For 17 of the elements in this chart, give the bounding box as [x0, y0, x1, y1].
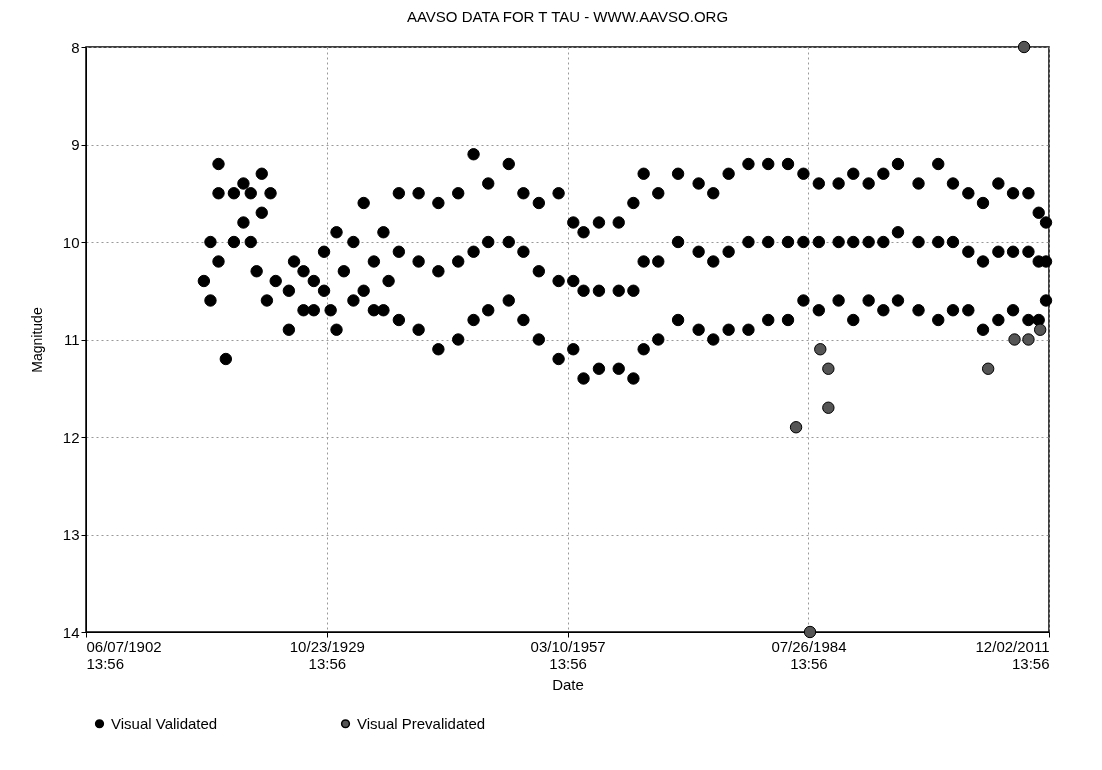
x-tick-label: 07/26/1984 13:56 — [771, 637, 847, 672]
x-tick-label: 03/10/1957 13:56 — [530, 637, 606, 672]
legend-label: Visual Prevalidated — [357, 714, 486, 732]
y-tick-label: 12 — [62, 428, 80, 446]
legend-label: Visual Validated — [111, 714, 218, 732]
y-tick-label: 11 — [63, 331, 80, 348]
y-tick-label: 10 — [62, 233, 80, 251]
y-tick-label: 13 — [62, 526, 80, 543]
x-axis-title: Date — [552, 675, 584, 693]
y-tick-label: 9 — [71, 136, 80, 153]
y-tick-label: 14 — [62, 623, 80, 641]
chart-title: AAVSO DATA FOR T TAU - WWW.AAVSO.ORG — [406, 8, 729, 26]
x-tick-label: 10/23/1929 13:56 — [289, 637, 365, 672]
x-tick-label: 06/07/1902 13:56 — [86, 637, 162, 672]
x-tick-label: 12/02/2011 13:56 — [975, 637, 1050, 672]
y-axis-title: Magnitude — [28, 307, 45, 373]
y-tick-label: 8 — [71, 38, 80, 56]
